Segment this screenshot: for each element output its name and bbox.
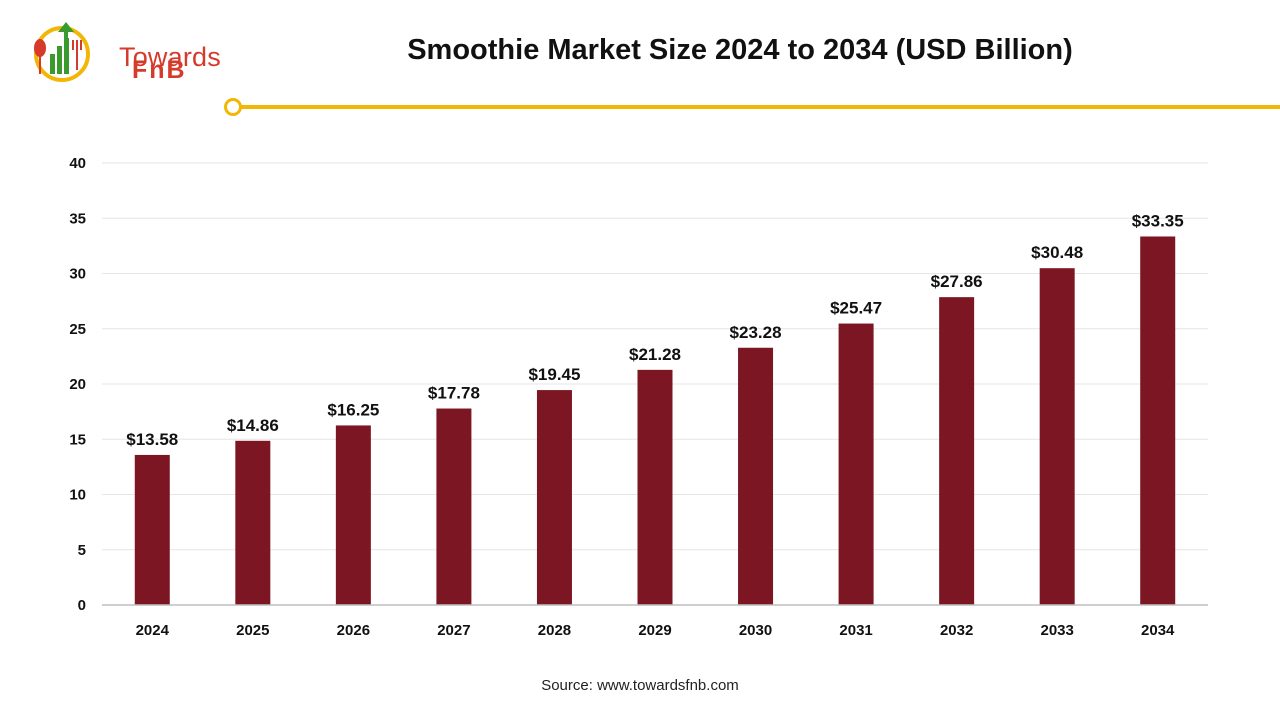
logo-word-towards: Towards <box>119 42 221 72</box>
logo-mark-icon <box>34 22 90 82</box>
y-tick-label: 0 <box>78 597 86 614</box>
y-tick-label: 20 <box>69 376 86 393</box>
bar <box>436 408 472 605</box>
bar <box>235 440 271 605</box>
bar-value-label: $27.86 <box>931 272 983 291</box>
bar <box>738 347 774 605</box>
accent-divider <box>240 105 1280 109</box>
towards-fnb-logo: Towards <box>22 18 222 90</box>
bar-value-label: $14.86 <box>227 416 279 435</box>
bar-value-label: $19.45 <box>528 365 580 384</box>
bar <box>838 323 874 605</box>
x-tick-label: 2026 <box>337 622 370 639</box>
bar-value-label: $13.58 <box>126 430 178 449</box>
bar <box>134 454 170 605</box>
bar <box>637 369 673 605</box>
x-tick-label: 2033 <box>1040 622 1073 639</box>
x-tick-label: 2031 <box>839 622 872 639</box>
x-tick-label: 2029 <box>638 622 671 639</box>
bar-value-label: $16.25 <box>327 400 379 419</box>
y-tick-label: 35 <box>69 210 86 227</box>
x-tick-label: 2024 <box>136 622 170 639</box>
source-note: Source: www.towardsfnb.com <box>541 677 739 694</box>
x-tick-label: 2032 <box>940 622 973 639</box>
y-tick-label: 5 <box>78 542 86 559</box>
accent-dot <box>224 98 242 116</box>
x-tick-label: 2034 <box>1141 622 1175 639</box>
bar <box>536 390 572 605</box>
bar-value-label: $17.78 <box>428 384 480 403</box>
bar-value-label: $25.47 <box>830 299 882 318</box>
y-tick-label: 30 <box>69 266 86 283</box>
logo-word-fnb: FnB <box>132 56 187 84</box>
y-tick-label: 40 <box>69 155 86 172</box>
x-tick-label: 2028 <box>538 622 571 639</box>
chart-title: Smoothie Market Size 2024 to 2034 (USD B… <box>407 34 1073 66</box>
bar-value-label: $21.28 <box>629 345 681 364</box>
bar-value-label: $23.28 <box>730 323 782 342</box>
bar <box>939 297 975 605</box>
bar <box>1140 236 1176 606</box>
y-tick-label: 10 <box>69 487 86 504</box>
y-tick-label: 25 <box>69 321 86 338</box>
bar-value-label: $33.35 <box>1132 211 1184 230</box>
x-tick-label: 2027 <box>437 622 470 639</box>
bar <box>1039 268 1075 605</box>
bar-value-label: $30.48 <box>1031 243 1083 262</box>
y-tick-label: 15 <box>69 431 86 448</box>
x-tick-label: 2030 <box>739 622 772 639</box>
x-tick-label: 2025 <box>236 622 269 639</box>
bar <box>335 425 371 605</box>
